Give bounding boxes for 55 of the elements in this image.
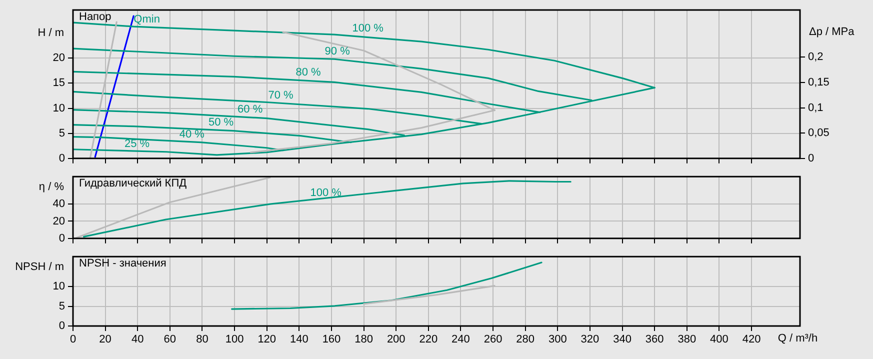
annotation: Qmin bbox=[134, 14, 160, 26]
y-tick-label: 15 bbox=[52, 77, 65, 90]
y-tick-label: 20 bbox=[52, 52, 65, 64]
annotation: 90 % bbox=[324, 46, 350, 58]
x-tick-label: 20 bbox=[99, 334, 112, 346]
annotation: 70 % bbox=[268, 89, 294, 102]
x-tick-label: 260 bbox=[484, 334, 502, 346]
y-tick-label: 10 bbox=[52, 280, 65, 293]
x-tick-label: 200 bbox=[386, 334, 406, 346]
y2-tick-label: 0,15 bbox=[808, 76, 830, 88]
x-tick-label: 180 bbox=[354, 334, 373, 346]
y-tick-label: 10 bbox=[52, 102, 65, 114]
x-tick-label: 340 bbox=[613, 334, 632, 346]
annotation: 60 % bbox=[238, 103, 263, 116]
y-tick-label: 0 bbox=[58, 232, 65, 244]
x-tick-label: 420 bbox=[742, 334, 761, 346]
annotation: 40 % bbox=[179, 128, 205, 140]
y-tick-label: 0 bbox=[58, 152, 65, 164]
y-axis-title: η / % bbox=[38, 180, 64, 193]
y-tick-label: 0 bbox=[58, 320, 65, 332]
y2-axis-title: Δp / MPa bbox=[809, 26, 856, 38]
annotation: 100 % bbox=[310, 186, 342, 199]
y2-tick-label: 0,05 bbox=[808, 127, 830, 140]
x-tick-label: 320 bbox=[580, 334, 600, 346]
x-tick-label: 160 bbox=[322, 334, 341, 346]
y2-tick-label: 0 bbox=[808, 152, 814, 164]
y-tick-label: 40 bbox=[52, 198, 65, 210]
y-tick-label: 5 bbox=[58, 127, 65, 140]
x-tick-label: 40 bbox=[131, 334, 144, 346]
x-tick-label: 400 bbox=[710, 334, 728, 346]
y-tick-label: 5 bbox=[58, 300, 65, 312]
annotation: Гидравлический КПД bbox=[79, 178, 188, 190]
x-tick-label: 120 bbox=[258, 334, 276, 346]
y2-tick-label: 0,2 bbox=[808, 51, 824, 64]
y-tick-label: 20 bbox=[52, 215, 65, 228]
x-axis-title: Q / m³/h bbox=[778, 332, 818, 345]
y-axis-title: H / m bbox=[38, 27, 64, 40]
x-tick-label: 360 bbox=[645, 334, 664, 346]
annotation: NPSH - значения bbox=[79, 258, 166, 270]
x-tick-label: 0 bbox=[70, 334, 76, 346]
x-tick-label: 240 bbox=[452, 334, 470, 346]
x-tick-label: 60 bbox=[164, 334, 176, 346]
annotation: 80 % bbox=[296, 66, 322, 79]
x-tick-label: 100 bbox=[225, 334, 244, 346]
annotation: 100 % bbox=[352, 22, 384, 35]
annotation: 50 % bbox=[208, 116, 234, 128]
x-tick-label: 280 bbox=[516, 334, 535, 346]
y-axis-title: NPSH / m bbox=[15, 260, 64, 273]
annotation: Напор bbox=[79, 11, 112, 24]
x-tick-label: 220 bbox=[419, 334, 438, 346]
x-tick-label: 380 bbox=[678, 334, 696, 346]
x-tick-label: 300 bbox=[548, 334, 567, 346]
x-tick-label: 140 bbox=[290, 334, 308, 346]
x-tick-label: 80 bbox=[196, 334, 208, 346]
y2-tick-label: 0,1 bbox=[808, 102, 824, 114]
